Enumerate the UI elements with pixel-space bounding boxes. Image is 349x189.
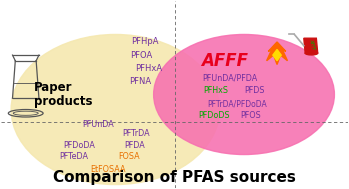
- Text: PFOS: PFOS: [240, 111, 261, 120]
- Text: PFNA: PFNA: [129, 77, 151, 86]
- Text: PFHxS: PFHxS: [204, 86, 229, 95]
- Text: PFDA: PFDA: [124, 141, 145, 150]
- Text: PFTrDA/PFDoDA: PFTrDA/PFDoDA: [207, 99, 267, 108]
- Text: PFTeDA: PFTeDA: [59, 152, 88, 161]
- Text: PFDS: PFDS: [244, 86, 265, 95]
- Text: AFFF: AFFF: [201, 52, 248, 70]
- Polygon shape: [273, 50, 281, 61]
- Text: Comparison of PFAS sources: Comparison of PFAS sources: [53, 170, 296, 184]
- Text: AFFF: AFFF: [308, 40, 316, 52]
- Polygon shape: [304, 38, 318, 53]
- Text: PFTrDA: PFTrDA: [122, 129, 150, 138]
- Text: PFUnDA: PFUnDA: [82, 120, 114, 129]
- Text: EtFOSAA: EtFOSAA: [91, 165, 126, 174]
- Text: Paper
products: Paper products: [34, 81, 92, 108]
- Text: PFDoDA: PFDoDA: [63, 141, 95, 150]
- Text: PFHxA: PFHxA: [135, 64, 162, 73]
- Polygon shape: [267, 42, 288, 64]
- Text: FOSA: FOSA: [119, 152, 140, 161]
- Text: PFUnDA/PFDA: PFUnDA/PFDA: [202, 73, 258, 82]
- Text: PFHpA: PFHpA: [131, 37, 159, 46]
- Text: PFDoDS: PFDoDS: [199, 111, 230, 120]
- Ellipse shape: [154, 34, 334, 155]
- Ellipse shape: [11, 34, 220, 184]
- Text: PFOA: PFOA: [131, 51, 153, 60]
- Ellipse shape: [305, 52, 318, 55]
